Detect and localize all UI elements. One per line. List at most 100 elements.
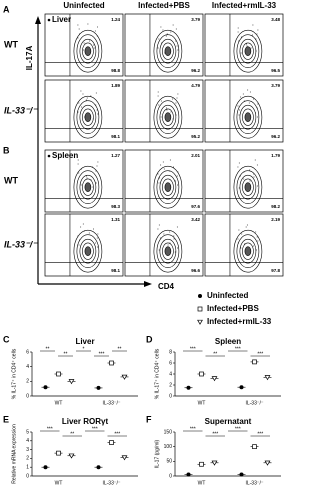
contour xyxy=(156,100,180,134)
y-tick-label: 6 xyxy=(169,360,172,366)
event-dot xyxy=(255,231,257,233)
event-dot xyxy=(87,23,89,25)
panel-label: C xyxy=(3,334,10,344)
quadrant-value: 4.79 xyxy=(191,83,200,88)
contour xyxy=(164,112,172,122)
event-dot xyxy=(83,42,85,44)
y-tick-label: 0 xyxy=(26,473,29,479)
significance-label: *** xyxy=(99,351,105,357)
event-dot xyxy=(257,116,259,118)
contour xyxy=(242,42,254,60)
significance-label: *** xyxy=(257,351,263,357)
contour xyxy=(236,234,260,268)
contour xyxy=(164,46,172,57)
event-dot xyxy=(176,175,178,177)
significance-label: ** xyxy=(70,431,74,437)
y-tick-label: 5 xyxy=(26,429,29,435)
event-dot xyxy=(238,229,240,231)
contour xyxy=(233,229,263,273)
x-tick-label: IL-33⁻/⁻ xyxy=(245,400,263,406)
event-dot xyxy=(89,40,91,42)
event-dot xyxy=(246,43,248,45)
contour xyxy=(236,34,260,69)
event-dot xyxy=(172,166,174,168)
contour xyxy=(164,182,172,192)
event-dot xyxy=(175,102,177,104)
significance-label: ** xyxy=(118,346,122,352)
event-dot xyxy=(237,105,239,107)
event-dot xyxy=(97,161,99,163)
event-dot xyxy=(170,111,172,113)
quadrant-value: 97.8 xyxy=(271,268,280,273)
contour xyxy=(153,95,183,139)
event-dot xyxy=(241,233,243,235)
event-dot xyxy=(163,168,165,170)
y-tick-label: 4 xyxy=(169,371,172,377)
y-tick-label: 50 xyxy=(166,459,172,465)
event-dot xyxy=(166,33,168,35)
event-dot xyxy=(252,34,254,36)
quadrant-value: 2.01 xyxy=(191,153,200,158)
event-dot xyxy=(237,31,239,33)
significance-label: *** xyxy=(190,346,196,352)
contour xyxy=(164,246,172,256)
event-dot xyxy=(157,91,159,93)
event-dot xyxy=(167,244,169,246)
contour xyxy=(162,178,174,196)
y-tick-label: 1 xyxy=(26,465,29,471)
event-dot xyxy=(97,233,99,235)
legend-label: Infected+rmIL-33 xyxy=(207,317,272,326)
event-dot xyxy=(175,40,177,42)
significance-label: *** xyxy=(235,426,241,432)
event-dot xyxy=(86,175,88,177)
event-dot xyxy=(160,116,162,118)
event-dot xyxy=(256,185,258,187)
contour xyxy=(162,108,174,126)
mean-marker xyxy=(239,472,244,477)
row-label: IL-33⁻/⁻ xyxy=(4,105,38,115)
event-dot xyxy=(85,99,87,101)
event-dot xyxy=(157,47,159,49)
contour xyxy=(76,170,100,204)
y-axis-label: IL-17A xyxy=(25,46,34,71)
event-dot xyxy=(256,164,258,166)
mean-marker xyxy=(211,460,218,466)
event-dot xyxy=(160,164,162,166)
y-tick-label: 4 xyxy=(26,364,29,370)
quadrant-value: 98.1 xyxy=(111,134,120,139)
figure: A B Uninfected Infected+PBS Infected+rmI… xyxy=(3,1,284,487)
event-dot xyxy=(160,100,162,102)
mean-marker xyxy=(199,371,204,377)
y-axis-label: % IL-17⁺ in CD4⁺ cells xyxy=(154,348,160,399)
x-tick-label: WT xyxy=(198,480,206,486)
event-dot xyxy=(173,238,175,240)
event-dot xyxy=(240,52,242,54)
x-tick-label: IL-33⁻/⁻ xyxy=(245,480,263,486)
significance-label: * xyxy=(83,346,85,352)
contour xyxy=(73,165,103,209)
significance-label: *** xyxy=(114,431,120,437)
y-tick-label: 2 xyxy=(26,456,29,462)
event-dot xyxy=(93,44,95,46)
event-dot xyxy=(86,97,88,99)
significance-label: *** xyxy=(190,426,196,432)
event-dot xyxy=(173,235,175,237)
mean-marker xyxy=(109,440,114,445)
contour xyxy=(156,170,180,204)
contour xyxy=(242,108,254,126)
contour xyxy=(76,234,100,268)
event-dot xyxy=(81,106,83,108)
contour xyxy=(79,38,97,64)
contour xyxy=(162,242,174,260)
event-dot xyxy=(240,96,242,98)
panel-label: B xyxy=(3,145,10,155)
event-dot xyxy=(177,93,179,95)
contour xyxy=(233,165,263,209)
contour xyxy=(244,182,252,192)
event-dot xyxy=(92,228,94,230)
event-dot xyxy=(257,103,259,105)
event-dot xyxy=(94,30,96,32)
quadrant-value: 96.5 xyxy=(271,68,280,73)
mean-marker xyxy=(197,319,203,325)
contour xyxy=(244,46,252,57)
